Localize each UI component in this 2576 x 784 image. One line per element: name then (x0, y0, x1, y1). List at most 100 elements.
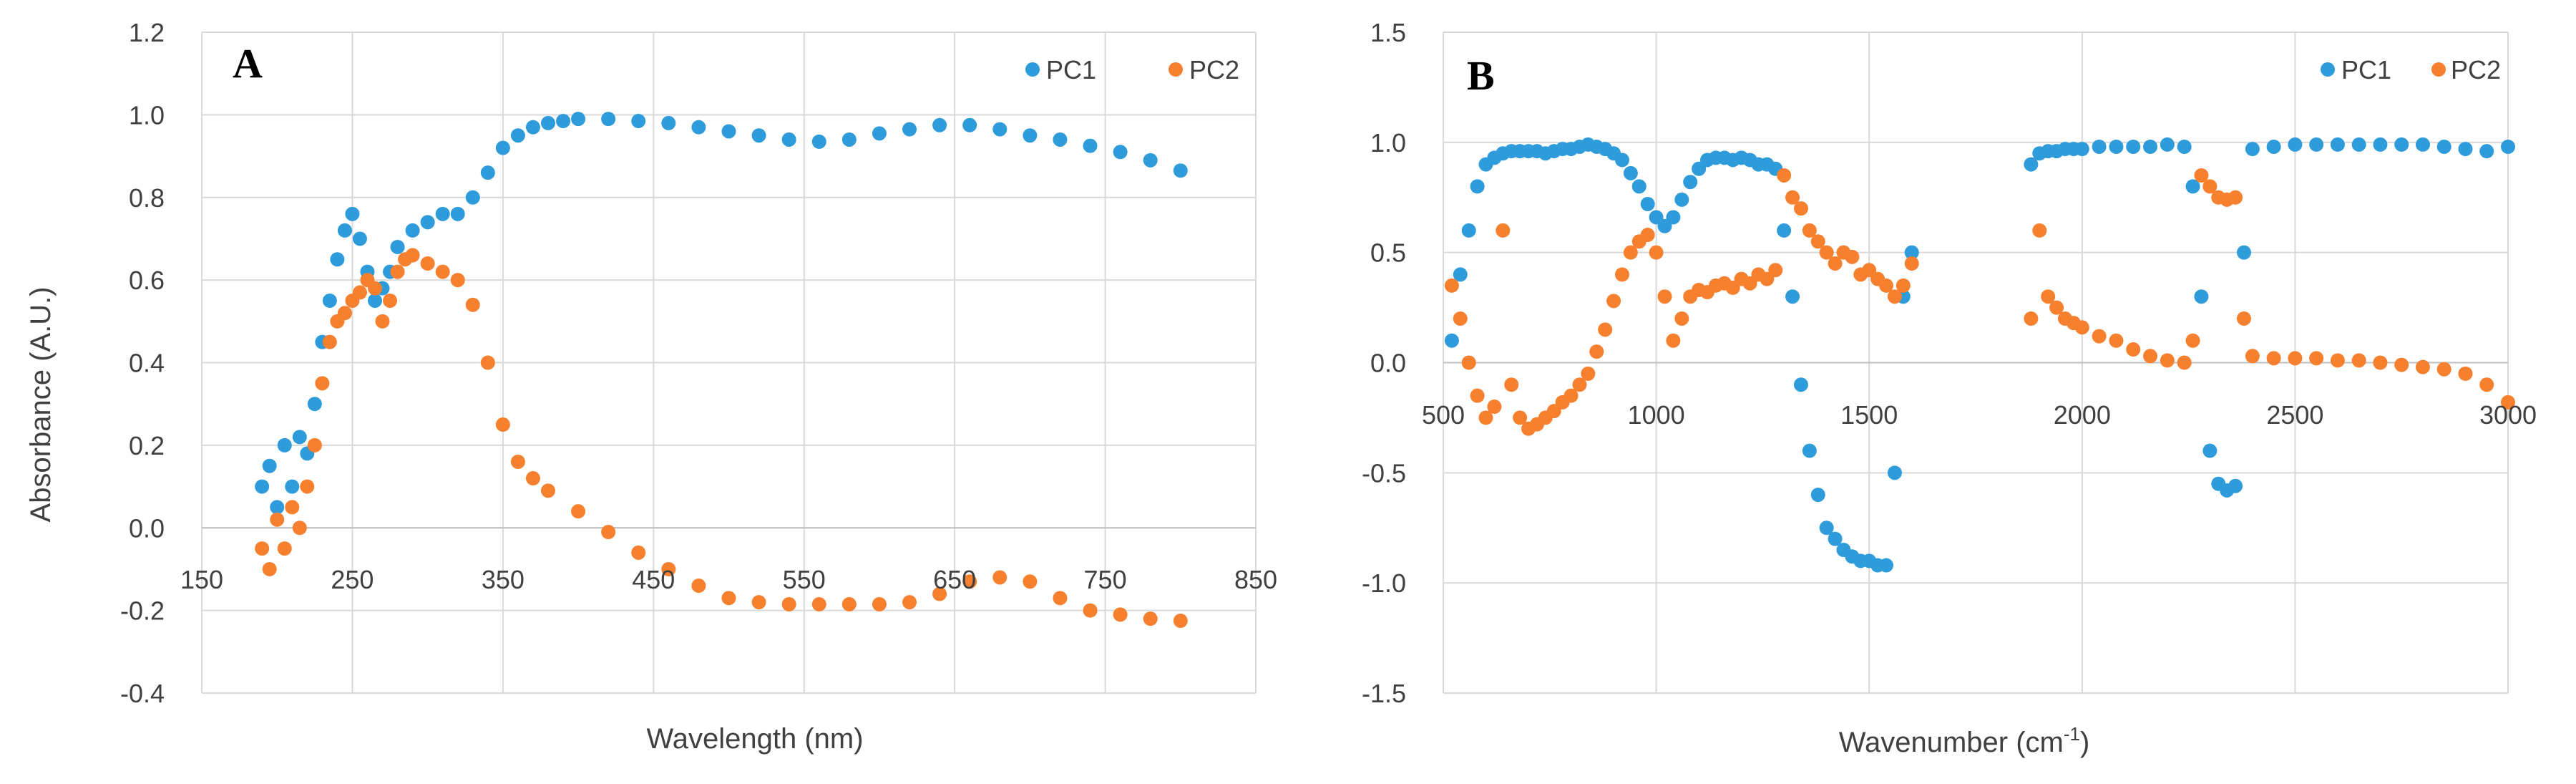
panel-a-pc2-point (751, 595, 766, 610)
panel-a-pc2-point (307, 437, 322, 453)
panel-b-pc2-point (2041, 289, 2056, 304)
panel-b-pc2-point (1606, 294, 1621, 309)
panel-b-x-axis-title-superscript: -1 (2064, 723, 2080, 745)
panel-b-pc2-point (2194, 168, 2209, 183)
panel-b-pc2-point (1470, 388, 1485, 403)
panel-b-x-tick-label: 2500 (2266, 400, 2323, 430)
panel-b-pc2-point (1862, 263, 1877, 278)
panel-b-pc2-point (2373, 355, 2388, 370)
panel-a-pc2-point (390, 264, 405, 279)
panel-a-pc1-point (1173, 163, 1188, 178)
panel-b-pc2-point (1546, 404, 1561, 419)
panel-b-pc2-point (2049, 300, 2064, 315)
panel-b-pc2-point (1760, 271, 1775, 286)
panel-a-pc2-point (872, 596, 887, 611)
panel-a-pc1-point (405, 223, 420, 238)
panel-b-pc1-point (2373, 137, 2388, 152)
panel-a-x-tick-label: 850 (1234, 565, 1277, 594)
panel-b-pc2-point (2501, 395, 2515, 410)
panel-a-pc1-point (285, 479, 300, 494)
panel-b-pc1-point (1674, 192, 1689, 207)
panel-a-pc2-point (450, 273, 465, 288)
panel-a-pc1-point (932, 117, 947, 132)
panel-a-pc2-point (992, 570, 1008, 585)
panel-a-pc2-point (435, 264, 450, 279)
panel-a-pc1-point (277, 437, 292, 453)
panel-b-y-tick-label: 0.5 (1370, 238, 1406, 268)
panel-b-x-tick-label: 1500 (1840, 400, 1898, 430)
panel-b-pc2-point (2415, 359, 2430, 374)
panel-b-pc2-point (1887, 289, 1902, 304)
panel-b-pc2-point (1845, 249, 1860, 264)
panel-b-pc1-point (1623, 165, 1638, 180)
panel-b-pc2-point (2024, 311, 2039, 326)
panel-a-x-tick-label: 250 (331, 565, 374, 594)
panel-a-letter: A (233, 40, 263, 87)
panel-b-pc2-point (1589, 344, 1604, 359)
chart-panel-a: -0.4 -0.2 0.0 0.2 0.4 0.6 0.8 1.0 1.2 150 250 350 4… (25, 18, 1277, 755)
panel-b-pc2-point (2109, 333, 2124, 348)
panel-b-pc2-point (1614, 267, 1629, 282)
panel-a-pc1-point (721, 124, 736, 139)
panel-a-y-tick-label: 0.4 (129, 349, 165, 378)
panel-a-pc2-point (902, 595, 917, 610)
panel-a-pc1-point (601, 112, 616, 127)
panel-a-x-axis-title: Wavelength (nm) (646, 723, 863, 755)
panel-b-y-tick-label: -1.0 (1362, 568, 1406, 598)
panel-a-pc1-point (1083, 138, 1098, 153)
panel-a-pc2-point (841, 596, 857, 611)
panel-b-pc2-point (2177, 355, 2192, 370)
panel-a-pc2-point (270, 512, 285, 527)
panel-b-y-tick-label: -0.5 (1362, 458, 1406, 488)
panel-b-x-tick-label: 1000 (1628, 400, 1685, 430)
panel-a-pc1-point (390, 239, 405, 254)
panel-b-pc2-point (2236, 311, 2251, 326)
panel-b-pc1-point (1461, 223, 1476, 238)
panel-b-pc1-point (1631, 179, 1646, 194)
panel-b-x-tick-label: 3000 (2479, 400, 2537, 430)
panel-a-pc1-point (811, 134, 826, 149)
panel-a-pc1-point (1053, 132, 1068, 147)
panel-a-x-tick-label: 650 (933, 565, 976, 594)
panel-b-pc2-point (1461, 355, 1476, 370)
panel-a-pc1-point (435, 206, 450, 221)
panel-b-pc1-point (1444, 333, 1459, 348)
panel-b-pc2-point (2479, 377, 2494, 392)
panel-b-pc2-point (1666, 333, 1681, 348)
panel-b-pc1-point (1802, 443, 1817, 458)
panel-b-pc2-point (2351, 353, 2366, 368)
panel-a-pc1-point (262, 458, 277, 473)
panel-a-pc1-point (352, 231, 367, 246)
panel-a-pc1-point (337, 223, 352, 238)
panel-b-pc1-point (2351, 137, 2366, 152)
panel-a-pc1-point (367, 293, 382, 308)
panel-a-pc1-point (307, 397, 322, 412)
panel-b-y-tick-label: 1.0 (1370, 128, 1406, 158)
panel-a-pc2-point (300, 479, 315, 494)
panel-b-pc1-point (1810, 488, 1825, 503)
panel-a-x-tick-label: 350 (482, 565, 525, 594)
panel-b-pc2-point (2436, 362, 2451, 377)
panel-a-pc1-point (1113, 145, 1128, 160)
panel-b-legend-pc2-marker (2431, 62, 2446, 77)
panel-b-pc1-point (2288, 137, 2303, 152)
panel-a-pc2-point (367, 281, 382, 296)
panel-b-pc2-point (2394, 357, 2409, 372)
panel-b-pc2-point (1768, 263, 1783, 278)
panel-b-pc1-point (1785, 289, 1800, 304)
panel-a-pc2-point (383, 293, 398, 308)
panel-b-pc1-point (2501, 139, 2515, 154)
panel-a-pc2-point (962, 574, 977, 589)
panel-b-pc2-point (1725, 280, 1740, 295)
panel-a-pc1-point (872, 126, 887, 141)
panel-b-x-tick-label: 500 (1422, 400, 1465, 430)
panel-b-x-axis-title: Wavenumber (cm-1) (1839, 723, 2090, 758)
panel-a-pc1-point (450, 206, 465, 221)
panel-a-marks (255, 112, 1188, 629)
panel-a-pc1-point (902, 122, 917, 137)
panel-b-pc2-point (1828, 256, 1843, 271)
panel-a-x-tick-label: 150 (180, 565, 223, 594)
panel-b-letter: B (1467, 52, 1495, 99)
panel-b-pc2-point (2288, 351, 2303, 366)
panel-a-pc2-point (631, 545, 646, 560)
